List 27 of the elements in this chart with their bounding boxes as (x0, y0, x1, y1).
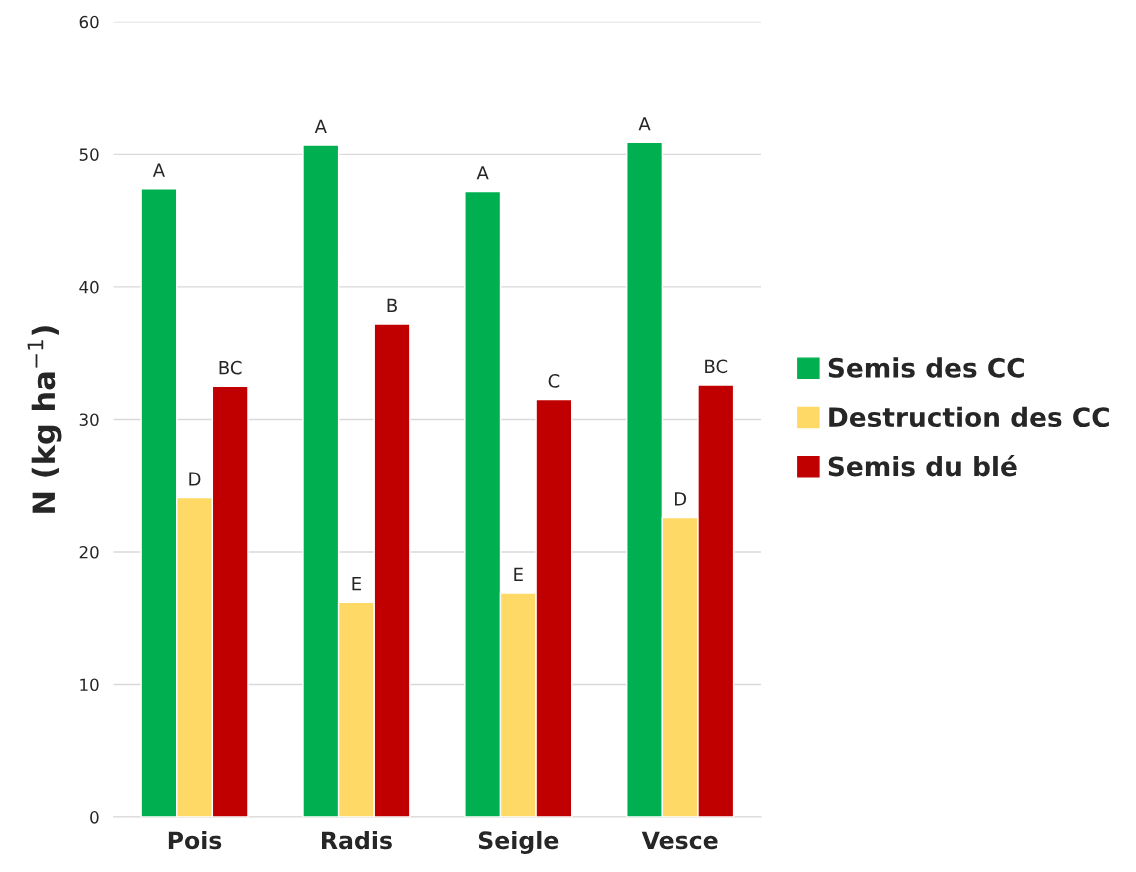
data-label: B (387, 298, 397, 312)
data-label: BC (705, 359, 728, 374)
y-tick-label: 50 (79, 148, 99, 161)
y-tick-label: 30 (79, 413, 99, 426)
data-label: A (314, 119, 327, 133)
data-label: A (638, 117, 651, 131)
data-label: D (189, 472, 201, 486)
y-tick-label: 10 (80, 678, 99, 692)
data-label: A (152, 163, 165, 177)
data-label: E (352, 577, 361, 591)
x-tick-label: Vesce (641, 831, 718, 850)
legend-label: Destruction des CC (829, 406, 1109, 428)
y-tick-label: 60 (79, 15, 99, 29)
legend-label: Semis du blé (828, 454, 1017, 477)
x-tick-label: Radis (322, 830, 392, 850)
data-label: E (514, 567, 523, 581)
data-label: D (675, 492, 687, 506)
y-tick-label: 40 (79, 280, 99, 294)
legend-label: Semis des CC (828, 357, 1024, 378)
y-tick-label: 20 (79, 545, 99, 559)
data-label: C (548, 374, 560, 388)
data-label: BC (219, 360, 242, 375)
x-tick-label: Seigle (478, 830, 559, 854)
data-label: A (476, 166, 489, 180)
y-axis-title: N (kg ha$^{−1}$) (27, 326, 62, 513)
x-tick-label: Pois (168, 830, 222, 850)
y-tick-label: 0 (90, 811, 99, 824)
